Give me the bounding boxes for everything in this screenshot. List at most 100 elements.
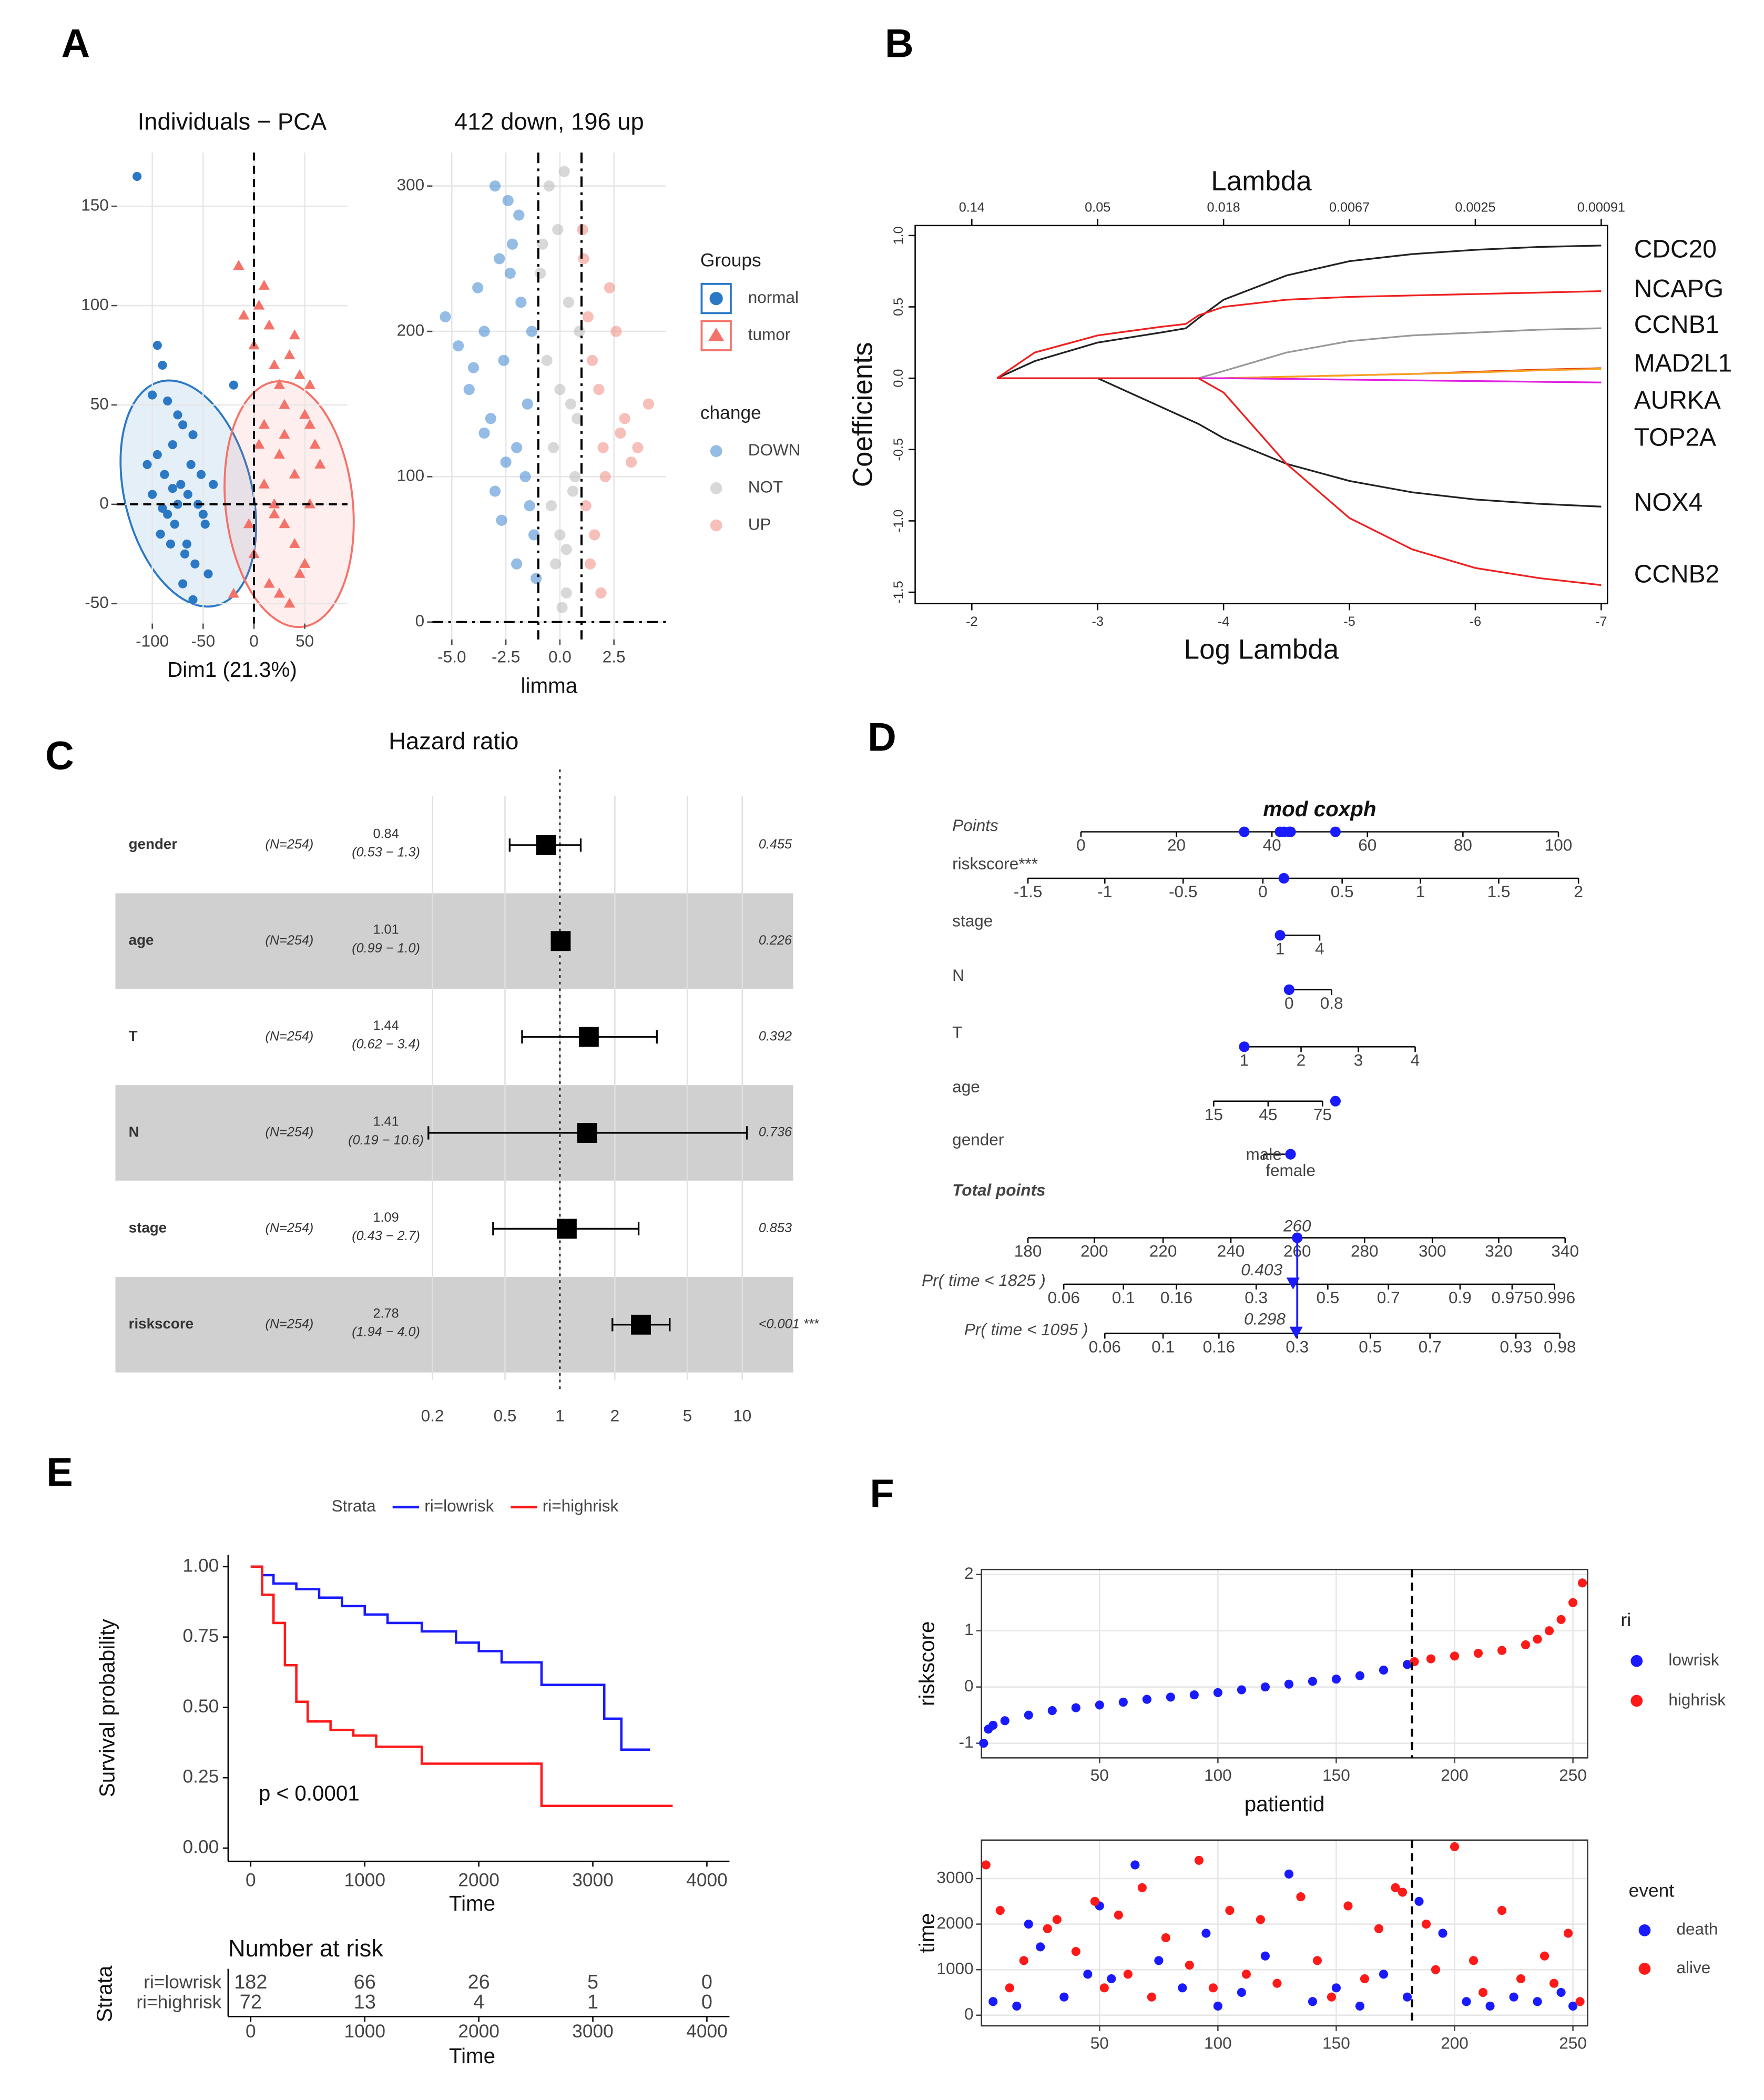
point <box>1578 1578 1587 1588</box>
point <box>309 439 321 449</box>
point <box>253 299 265 310</box>
hr-label: 1.01 <box>373 922 399 937</box>
tick-label: 180 <box>1014 1242 1042 1261</box>
y-tick-label: 150 <box>81 195 109 214</box>
series-label: CCNB2 <box>1634 560 1719 588</box>
point <box>158 503 167 513</box>
y-tick-label: 0.25 <box>183 1767 219 1787</box>
risk-count: 26 <box>468 1971 490 1993</box>
y-tick-label: 1.00 <box>183 1555 219 1576</box>
point <box>545 500 557 512</box>
tick-label: 0.5 <box>1359 1337 1382 1356</box>
tick-label: 0.93 <box>1500 1337 1532 1356</box>
selected-marker <box>1289 1326 1303 1339</box>
row-label: Total points <box>952 1181 1045 1200</box>
point <box>597 442 609 453</box>
tick-label: 0.5 <box>1331 882 1354 901</box>
x-tick-label: 250 <box>1559 1766 1587 1784</box>
point <box>625 456 637 468</box>
point <box>1521 1640 1531 1650</box>
value-label: 260 <box>1283 1216 1311 1235</box>
hr-marker <box>631 1314 651 1335</box>
point <box>269 498 280 509</box>
point <box>1568 1598 1578 1607</box>
point <box>537 238 548 250</box>
point <box>1154 1956 1164 1965</box>
point <box>467 362 480 373</box>
legend-label: UP <box>748 514 771 533</box>
point <box>1308 1677 1318 1686</box>
x-tick-label: 0 <box>249 631 259 650</box>
legend-title: change <box>700 402 761 423</box>
point <box>1189 1690 1199 1700</box>
x-tick-label: 2.5 <box>603 647 626 666</box>
point <box>289 468 300 479</box>
p-label: 0.736 <box>759 1125 792 1140</box>
x-axis-label: Log Lambda <box>1184 634 1339 665</box>
point <box>238 309 250 320</box>
point <box>299 557 311 568</box>
point <box>1241 1970 1251 1979</box>
x-tick-label: -100 <box>136 631 169 650</box>
point <box>1107 1974 1116 1984</box>
point <box>528 529 540 541</box>
selected-point <box>1330 1095 1341 1107</box>
point <box>176 480 186 489</box>
point <box>1497 1906 1507 1915</box>
point <box>1185 1960 1194 1970</box>
coefficient-path <box>997 377 1602 586</box>
point <box>995 1906 1005 1915</box>
x2-tick-label: 0.05 <box>1085 200 1110 215</box>
point <box>578 253 589 265</box>
point <box>1539 1951 1549 1961</box>
tick-label: 0.3 <box>1245 1288 1268 1307</box>
points-contribution <box>1285 826 1296 837</box>
x-axis-label: limma <box>521 673 578 697</box>
x-tick-label: 4000 <box>686 2021 728 2042</box>
survival-curve <box>250 1565 673 1808</box>
risk-count: 5 <box>587 1971 598 1993</box>
point <box>209 480 218 489</box>
x-tick-label: -4 <box>1218 614 1229 629</box>
point <box>500 456 512 468</box>
tick-label: 1 <box>1276 939 1285 958</box>
row-label: Pr( time < 1825 ) <box>922 1271 1046 1290</box>
row-label: N <box>952 966 964 985</box>
selected-point <box>1285 1149 1296 1160</box>
point <box>289 538 300 549</box>
point <box>294 567 305 578</box>
point <box>643 398 655 410</box>
x-tick-label: 100 <box>1204 1766 1232 1784</box>
point <box>547 442 559 453</box>
point <box>543 180 555 192</box>
point <box>569 471 581 482</box>
point <box>615 427 626 439</box>
point <box>1005 1983 1014 1993</box>
point <box>166 539 176 549</box>
point <box>142 460 152 469</box>
point <box>567 485 579 497</box>
point <box>988 1997 998 2006</box>
row-label: gender <box>952 1130 1004 1149</box>
point <box>1402 1660 1412 1669</box>
tick-label: 0.9 <box>1449 1288 1472 1307</box>
y-tick-label: -50 <box>85 593 109 612</box>
x-tick-label: 5 <box>683 1406 692 1425</box>
point <box>1533 1997 1542 2006</box>
risk-count: 0 <box>701 1991 712 2013</box>
x-tick-label: -3 <box>1092 614 1103 629</box>
x-axis-label: patientid <box>1245 1792 1325 1816</box>
point <box>200 520 210 529</box>
point <box>572 413 583 424</box>
series-label: NOX4 <box>1634 489 1702 516</box>
point <box>160 470 169 479</box>
tick-label: 0.06 <box>1048 1288 1080 1307</box>
point <box>1379 1666 1389 1675</box>
point <box>173 410 182 420</box>
tick-label: male <box>1246 1144 1282 1163</box>
tick-label: 40 <box>1263 836 1281 855</box>
series-label: NCAPG <box>1634 275 1724 303</box>
tick-label: 0.1 <box>1112 1288 1135 1307</box>
hr-label: 1.09 <box>373 1210 399 1225</box>
x-tick-label: 0.0 <box>548 647 572 666</box>
